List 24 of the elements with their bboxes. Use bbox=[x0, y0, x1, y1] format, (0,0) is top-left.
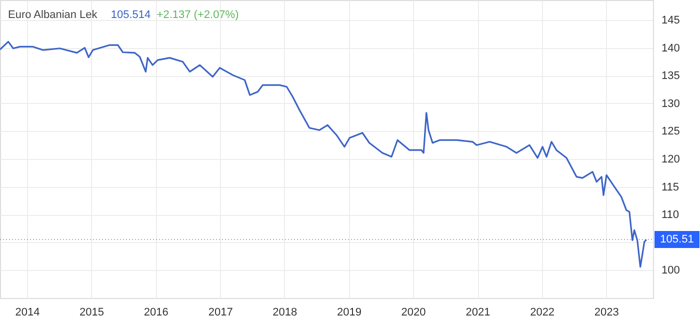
ref-line-label: 105.51 bbox=[660, 234, 694, 246]
y-tick-label: 145 bbox=[662, 14, 680, 27]
x-tick-label: 2018 bbox=[272, 306, 298, 318]
annotation: 105.514 bbox=[110, 9, 151, 21]
x-tick-label: 2015 bbox=[80, 306, 104, 318]
y-tick-label: 125 bbox=[662, 126, 680, 138]
x-tick-label: 2023 bbox=[594, 306, 619, 318]
x-tick-label: 2016 bbox=[144, 306, 168, 318]
y-tick-label: 140 bbox=[662, 42, 680, 54]
y-tick-label: 100 bbox=[662, 264, 680, 277]
x-tick-label: 2020 bbox=[401, 306, 426, 318]
y-tick-label: 120 bbox=[662, 154, 680, 166]
x-tick-label: 2017 bbox=[208, 306, 233, 318]
y-tick-label: 130 bbox=[662, 98, 680, 110]
y-tick-label: 115 bbox=[662, 181, 680, 194]
x-tick-label: 2022 bbox=[530, 306, 555, 318]
y-tick-label: 110 bbox=[662, 209, 680, 222]
y-tick-label: 135 bbox=[662, 70, 680, 82]
x-tick-label: 2014 bbox=[15, 306, 40, 318]
text: Euro Albanian Lek bbox=[8, 9, 98, 21]
x-tick-label: 2019 bbox=[336, 306, 362, 318]
x-tick-label: 2021 bbox=[466, 306, 490, 318]
annotation: +2.137 (+2.07%) bbox=[156, 9, 239, 21]
line-series bbox=[0, 40, 648, 268]
